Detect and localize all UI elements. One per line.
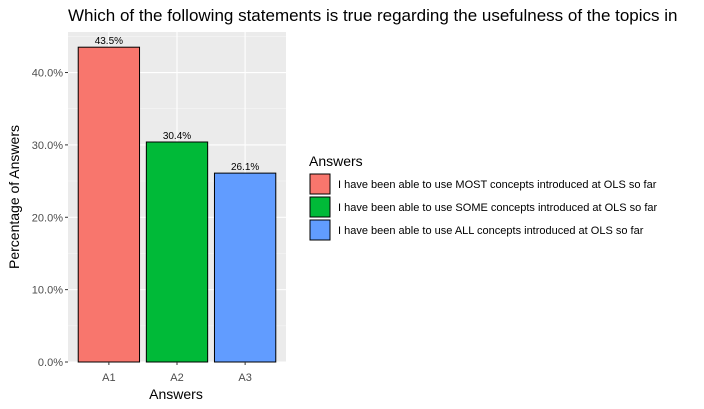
- data-label: 26.1%: [231, 162, 259, 173]
- data-label: 43.5%: [95, 36, 123, 47]
- legend-label: I have been able to use SOME concepts in…: [338, 202, 658, 214]
- legend-label: I have been able to use ALL concepts int…: [338, 225, 644, 237]
- legend-swatch: [309, 196, 331, 218]
- y-tick-label: 20.0%: [32, 212, 63, 224]
- bar-a1: [77, 46, 141, 363]
- data-label: 30.4%: [163, 131, 191, 142]
- y-axis-title: Percentage of Answers: [6, 125, 22, 269]
- bar-a2: [145, 141, 209, 363]
- legend-label: I have been able to use MOST concepts in…: [338, 179, 657, 191]
- x-axis-title: Answers: [149, 386, 203, 402]
- legend-swatch: [309, 173, 331, 195]
- y-tick-label: 0.0%: [38, 357, 63, 369]
- legend-title: Answers: [309, 153, 363, 169]
- y-tick-label: 10.0%: [32, 285, 63, 297]
- y-tick-label: 30.0%: [32, 140, 63, 152]
- x-tick-label: A2: [170, 372, 183, 384]
- legend-swatch: [309, 219, 331, 241]
- y-axis: 0.0% 10.0% 20.0% 30.0% 40.0%: [32, 68, 68, 369]
- chart-title: Which of the following statements is tru…: [68, 6, 678, 25]
- bars: [77, 46, 277, 363]
- x-tick-label: A3: [238, 372, 251, 384]
- bar-a3: [213, 172, 277, 363]
- data-labels: 43.5% 30.4% 26.1%: [95, 36, 260, 173]
- x-tick-label: A1: [102, 372, 115, 384]
- legend: Answers I have been able to use MOST con…: [309, 153, 658, 241]
- x-axis: A1 A2 A3: [102, 362, 252, 384]
- y-tick-label: 40.0%: [32, 68, 63, 80]
